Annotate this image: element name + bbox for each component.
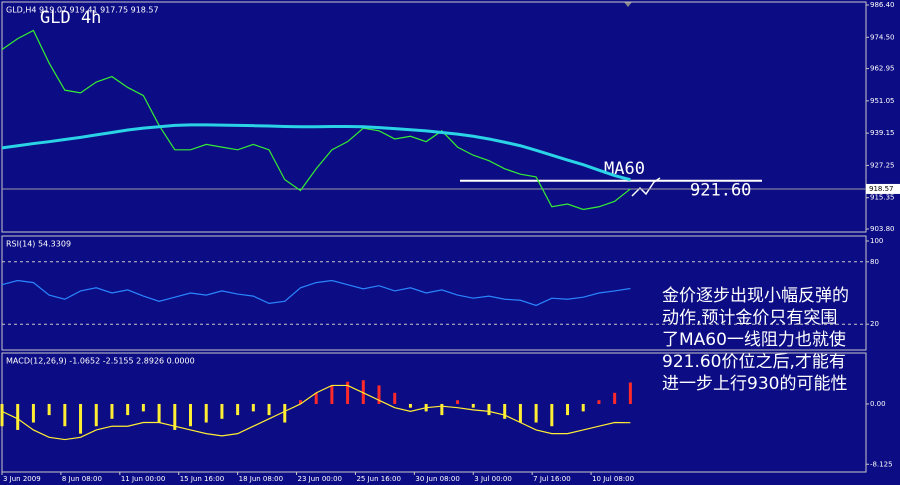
histogram-bar bbox=[566, 403, 570, 416]
histogram-bar bbox=[408, 403, 412, 408]
histogram-bar bbox=[393, 392, 397, 404]
x-tick-label: 3 Jun 2009 bbox=[3, 475, 41, 483]
histogram-bar bbox=[298, 400, 302, 404]
x-tick-label: 3 Jul 00:00 bbox=[474, 475, 512, 483]
y-tick-label: 927.25 bbox=[870, 161, 895, 169]
histogram-bar bbox=[283, 403, 287, 423]
histogram-bar bbox=[251, 403, 255, 412]
x-tick-label: 25 Jun 16:00 bbox=[356, 475, 400, 483]
histogram-bar bbox=[377, 385, 381, 404]
marker bbox=[624, 2, 632, 7]
histogram-bar bbox=[471, 403, 475, 408]
x-tick-label: 8 Jun 08:00 bbox=[62, 475, 102, 483]
y-tick-label: 20 bbox=[870, 320, 879, 328]
resistance-label: 921.60 bbox=[690, 181, 751, 201]
panel-title: GLD,H4 919.07 919.41 917.75 918.57 bbox=[6, 6, 159, 15]
x-tick-label: 11 Jun 00:00 bbox=[121, 475, 165, 483]
x-tick-label: 7 Jul 16:00 bbox=[533, 475, 571, 483]
y-tick-label: 974.50 bbox=[870, 33, 895, 41]
y-tick-label: 962.95 bbox=[870, 65, 895, 73]
x-tick-label: 15 Jun 16:00 bbox=[180, 475, 224, 483]
x-tick-label: 23 Jun 00:00 bbox=[298, 475, 342, 483]
x-tick-label: 10 Jul 08:00 bbox=[592, 475, 634, 483]
panel-title: MACD(12,26,9) -1.0652 -2.5155 2.8926 0.0… bbox=[6, 357, 195, 366]
series-line bbox=[1, 279, 631, 307]
histogram-bar bbox=[613, 392, 617, 404]
histogram-bar bbox=[487, 403, 491, 416]
annotation: 金价逐步出现小幅反弹的 bbox=[662, 286, 849, 306]
y-tick-label: 100 bbox=[870, 237, 883, 245]
y-tick-label: 939.15 bbox=[870, 129, 895, 137]
panel-title: RSI(14) 54.3309 bbox=[6, 240, 71, 249]
series-line bbox=[1, 123, 631, 182]
histogram-bar bbox=[597, 400, 601, 404]
histogram-bar bbox=[204, 403, 208, 423]
histogram-bar bbox=[503, 403, 507, 419]
price-tag-label: 918.57 bbox=[869, 185, 894, 193]
y-tick-label: 986.40 bbox=[870, 1, 895, 9]
histogram-bar bbox=[361, 380, 365, 404]
series-line bbox=[1, 384, 631, 441]
y-tick-label: 915.35 bbox=[870, 194, 895, 202]
histogram-bar bbox=[157, 403, 161, 423]
annotation: 进一步上行930的可能性 bbox=[662, 374, 847, 394]
histogram-bar bbox=[346, 381, 350, 404]
panel-frame bbox=[1, 1, 867, 233]
annotation: 921.60价位之后,才能有 bbox=[662, 352, 846, 372]
y-tick-label: 951.05 bbox=[870, 97, 895, 105]
histogram-bar bbox=[173, 403, 177, 430]
y-tick-label: 903.80 bbox=[870, 225, 895, 233]
histogram-bar bbox=[330, 385, 334, 404]
histogram-bar bbox=[110, 403, 114, 419]
x-tick-label: 18 Jun 08:00 bbox=[239, 475, 283, 483]
histogram-bar bbox=[550, 403, 554, 427]
histogram-bar bbox=[236, 403, 240, 416]
histogram-bar bbox=[314, 392, 318, 404]
histogram-bar bbox=[141, 403, 145, 412]
annotation: 动作,预计金价只有突围 bbox=[662, 308, 837, 328]
histogram-bar bbox=[47, 403, 51, 416]
histogram-bar bbox=[79, 403, 83, 434]
x-tick-label: 30 Jun 08:00 bbox=[415, 475, 459, 483]
histogram-bar bbox=[16, 403, 20, 430]
series-line bbox=[1, 29, 631, 211]
y-tick-label: 80 bbox=[870, 258, 879, 266]
panel-frame bbox=[1, 235, 867, 351]
histogram-bar bbox=[518, 403, 522, 423]
histogram-bar bbox=[628, 382, 632, 404]
y-tick-label: -8.125 bbox=[870, 460, 893, 468]
y-tick-label: 0.00 bbox=[870, 400, 886, 408]
histogram-bar bbox=[189, 403, 193, 427]
histogram-bar bbox=[267, 403, 271, 416]
histogram-bar bbox=[220, 403, 224, 419]
histogram-bar bbox=[581, 403, 585, 412]
annotation: MA60 bbox=[604, 159, 645, 179]
histogram-bar bbox=[31, 403, 35, 423]
histogram-bar bbox=[456, 400, 460, 404]
histogram-bar bbox=[63, 403, 67, 427]
histogram-bar bbox=[440, 403, 444, 416]
histogram-bar bbox=[126, 403, 130, 416]
price-tag bbox=[866, 183, 900, 194]
histogram-bar bbox=[534, 403, 538, 423]
panel-subtitle: GLD 4h bbox=[40, 8, 101, 28]
annotation: 了MA60一线阻力也就使 bbox=[662, 329, 846, 350]
histogram-bar bbox=[0, 403, 4, 427]
histogram-bar bbox=[94, 403, 98, 427]
